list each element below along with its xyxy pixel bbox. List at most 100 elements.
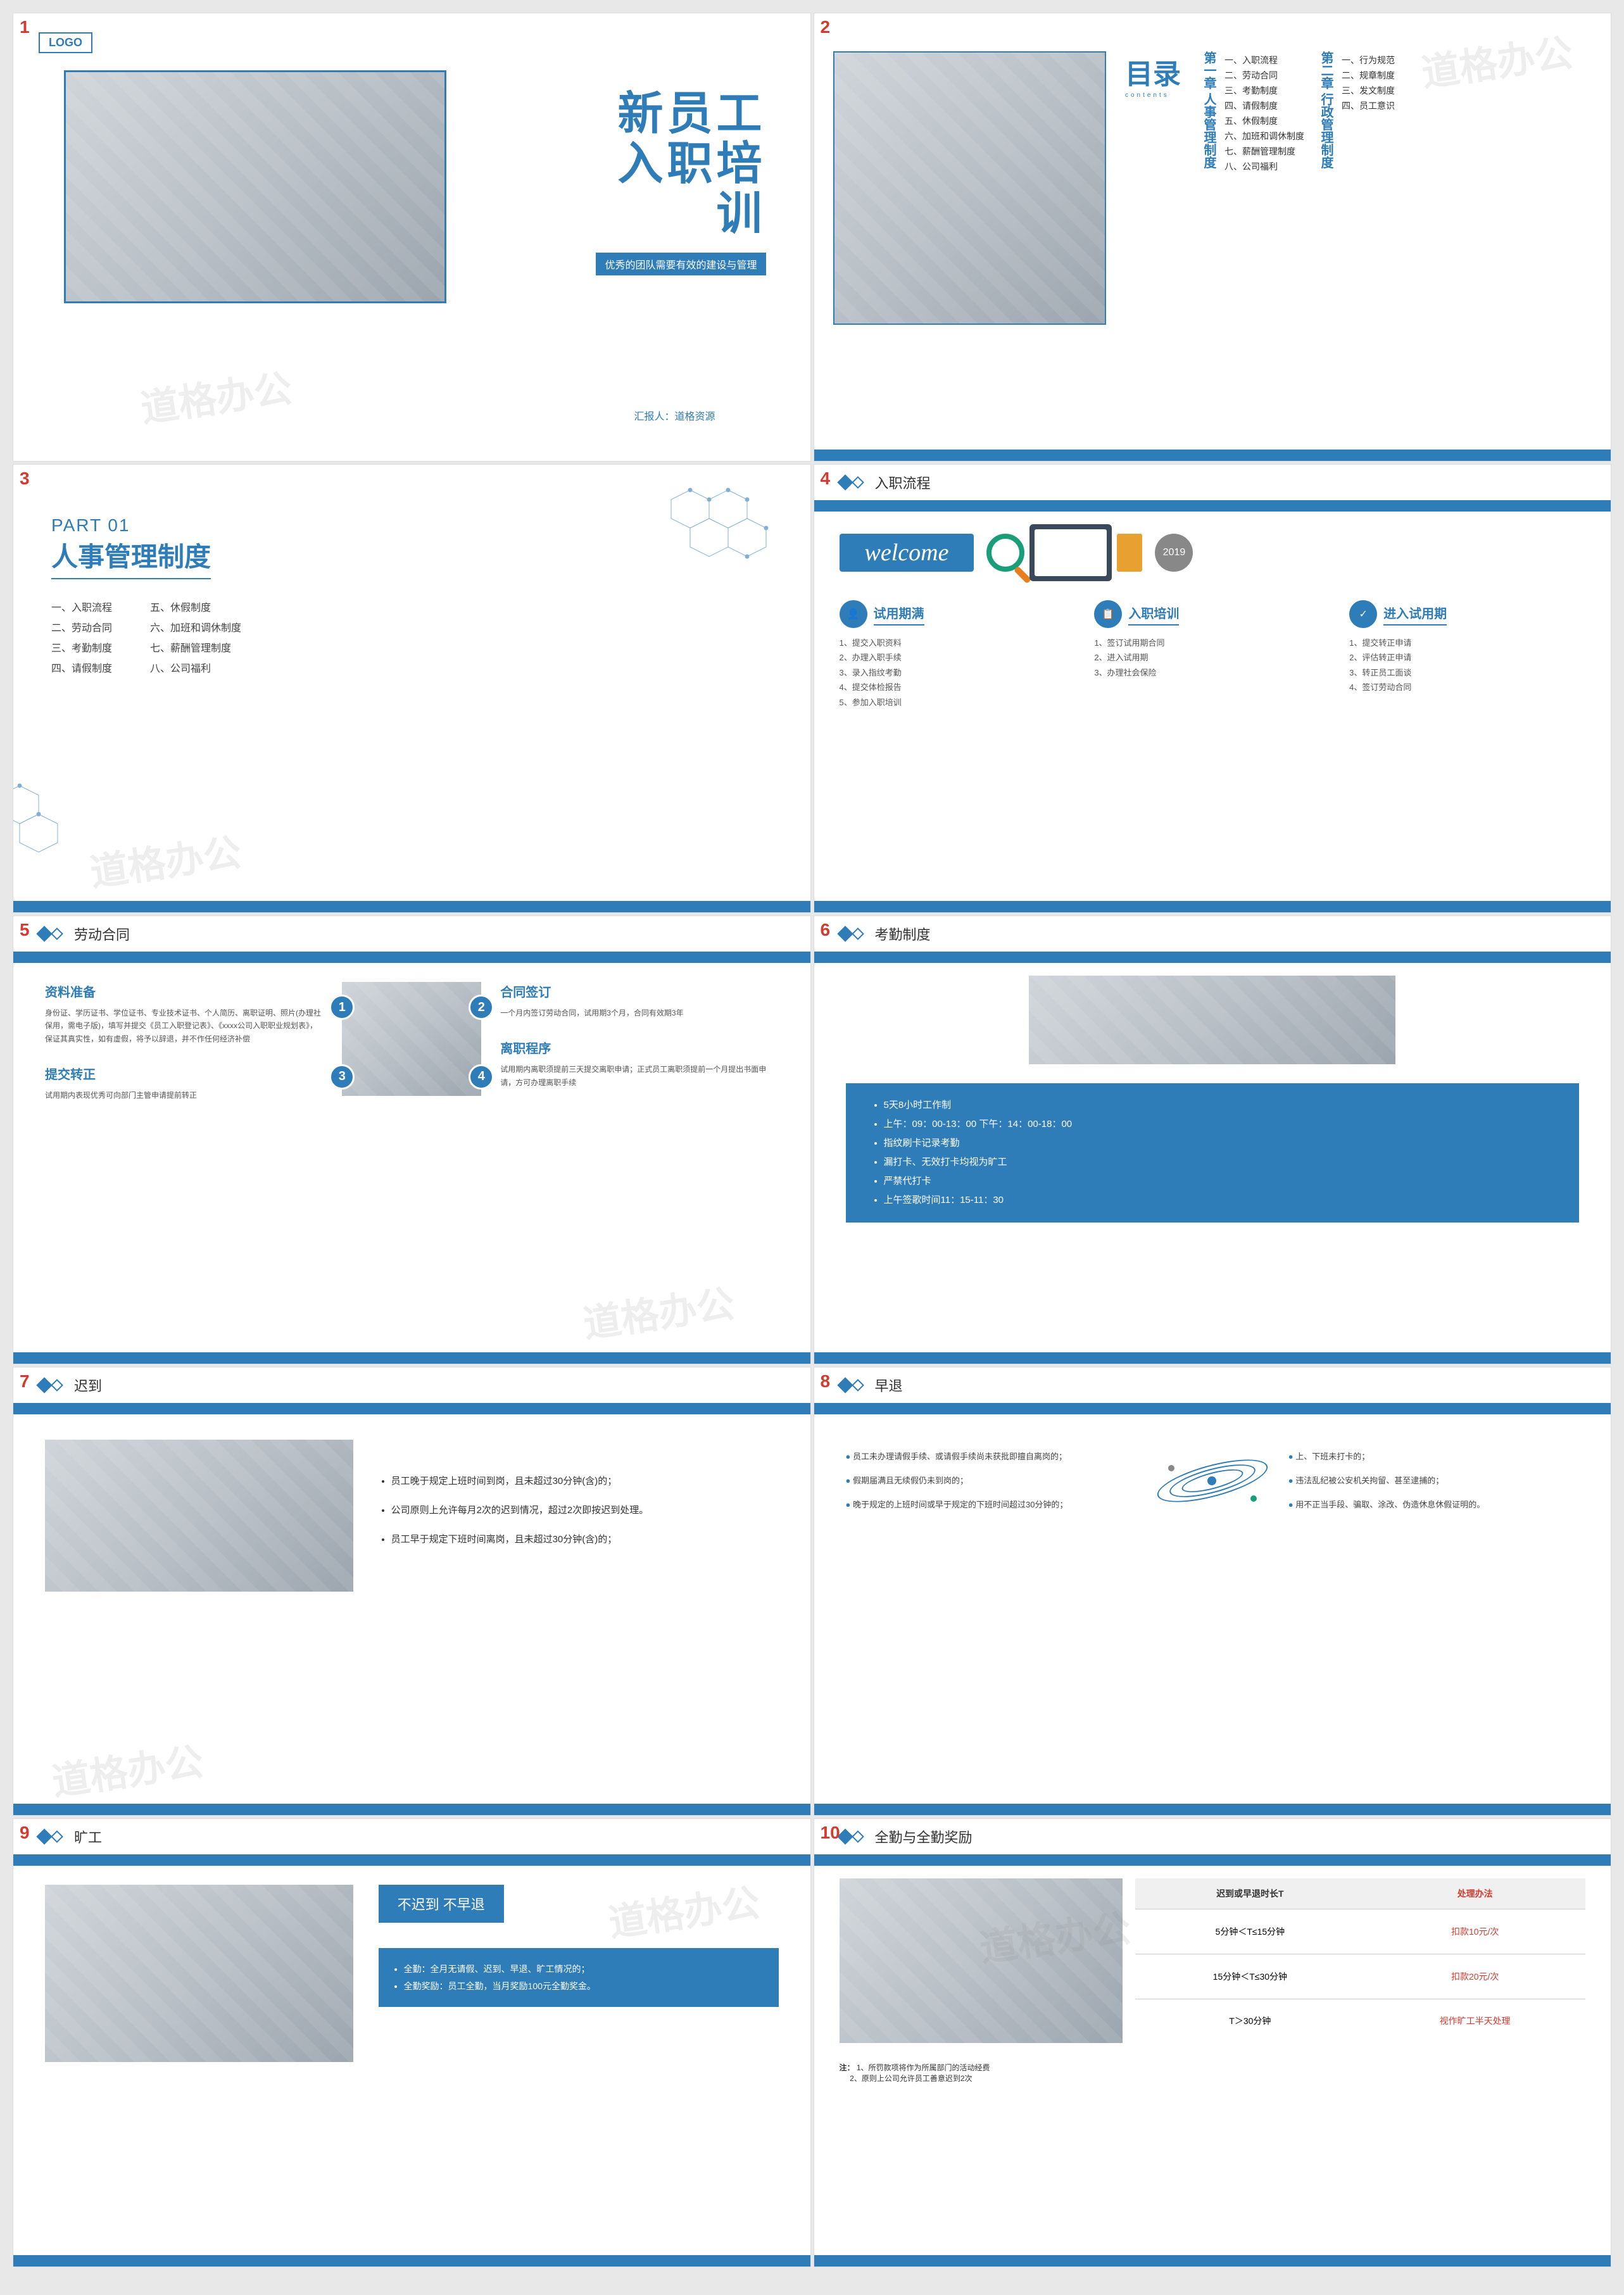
hero-image [64, 70, 446, 303]
block1-text: 身份证、学历证书、学位证书、专业技术证书、个人简历、离职证明、照片(办理社保用，… [45, 1007, 323, 1045]
welcome-badge: welcome [840, 534, 974, 572]
divider-bar [13, 1854, 810, 1866]
slide-number: 8 [821, 1371, 831, 1392]
slide-4: 4 入职流程 welcome 2019 👤 试用期满 1、提交入职资料 [814, 464, 1612, 913]
watermark: 道格办公 [579, 1273, 738, 1349]
magnifier-icon [986, 534, 1024, 572]
slide-7: 7 迟到 员工晚于规定上班时间到岗，且未超过30分钟(含)的； 公司原则上允许每… [13, 1367, 811, 1816]
diamond-outline-icon [51, 1830, 63, 1843]
section-title: 迟到 [74, 1375, 102, 1395]
late-rules: 员工晚于规定上班时间到岗，且未超过30分钟(含)的； 公司原则上允许每月2次的迟… [379, 1472, 779, 1559]
title-line1: 新员工 [596, 89, 765, 139]
year-badge: 2019 [1155, 534, 1193, 572]
logo-badge: LOGO [39, 32, 92, 53]
watermark: 道格办公 [48, 1731, 206, 1807]
col-icon: ✓ [1349, 600, 1377, 628]
section-title: 全勤与全勤奖励 [875, 1827, 973, 1847]
attendance-rules: 全勤：全月无请假、迟到、早退、旷工情况的； 全勤奖励：员工全勤，当月奖励100元… [379, 1948, 779, 2007]
toc-subtitle: contents [1125, 92, 1181, 99]
footer-bar [814, 1804, 1611, 1815]
footer-bar [13, 2255, 810, 2267]
diamond-outline-icon [852, 927, 864, 940]
diamond-icon [837, 1377, 853, 1393]
penalty-table: 迟到或早退时长T 处理办法 5分钟＜T≤15分钟扣款10元/次 15分钟＜T≤3… [1135, 1878, 1585, 2043]
block2-heading: 提交转正 [45, 1064, 323, 1083]
slide-number: 6 [821, 920, 831, 940]
number-badge-4: 4 [469, 1064, 494, 1090]
center-image [342, 982, 481, 1096]
slide-10: 10 全勤与全勤奖励 迟到或早退时长T 处理办法 5分钟＜T≤15分钟扣款10元… [814, 1818, 1612, 2267]
process-col-1: 👤 试用期满 1、提交入职资料 2、办理入职手续 3、录入指纹考勤 4、提交体检… [840, 600, 1076, 710]
right-items: 上、下班未打卡的； 违法乱纪被公安机关拘留、甚至逮捕的； 用不正当手段、骗取、涂… [1288, 1445, 1579, 1517]
slide-number: 1 [20, 17, 30, 37]
divider-bar [814, 1403, 1611, 1414]
slide-5: 5 劳动合同 资料准备 身份证、学历证书、学位证书、专业技术证书、个人简历、离职… [13, 915, 811, 1364]
clock-image [45, 1885, 353, 2062]
number-badge-2: 2 [469, 995, 494, 1020]
block4-text: 试用期内离职须提前三天提交离职申请；正式员工离职须提前一个月提出书面申请，方可办… [500, 1063, 778, 1089]
slide-2: 2 目录 contents 第一章 人事管理制度 一、入职流程 二、劳动合同 三… [814, 13, 1612, 462]
left-items: 员工未办理请假手续、或请假手续尚未获批即擅自离岗的； 假期届满且无续假仍未到岗的… [846, 1445, 1136, 1517]
chapter1-items: 一、入职流程 二、劳动合同 三、考勤制度 四、请假制度 五、休假制度 六、加班和… [1224, 51, 1304, 442]
diamond-outline-icon [51, 1379, 63, 1392]
slide-number: 5 [20, 920, 30, 940]
block4-heading: 离职程序 [500, 1038, 778, 1057]
diamond-outline-icon [51, 927, 63, 940]
slide-number: 9 [20, 1823, 30, 1843]
footer-bar [13, 901, 810, 912]
chapter1-label: 第一章 人事管理制度 [1200, 51, 1218, 442]
process-col-3: ✓ 进入试用期 1、提交转正申请 2、评估转正申请 3、转正员工面谈 4、签订劳… [1349, 600, 1585, 710]
footer-bar [13, 1804, 810, 1815]
divider-bar [13, 1403, 810, 1414]
block1-heading: 资料准备 [45, 982, 323, 1000]
slide-3: 3 PART 01 人事管理制度 一、入职流程 二、劳动合同 三、考勤制度 四、… [13, 464, 811, 913]
office-image [1029, 976, 1395, 1064]
section-title: 入职流程 [875, 472, 931, 493]
block3-heading: 合同签订 [500, 982, 778, 1000]
table-row: 15分钟＜T≤30分钟扣款20元/次 [1135, 1954, 1585, 1999]
diamond-icon [36, 1828, 52, 1844]
section-title: 早退 [875, 1375, 903, 1395]
table-header-1: 迟到或早退时长T [1135, 1878, 1364, 1909]
diamond-outline-icon [852, 1379, 864, 1392]
col-icon: 📋 [1094, 600, 1122, 628]
slide-number: 10 [821, 1823, 840, 1843]
diamond-icon [36, 926, 52, 941]
diamond-icon [36, 1377, 52, 1393]
slide-8: 8 早退 员工未办理请假手续、或请假手续尚未获批即擅自离岗的； 假期届满且无续假… [814, 1367, 1612, 1816]
chapter2-label: 第二章 行政管理制度 [1317, 51, 1335, 442]
items-col2: 五、休假制度 六、加班和调休制度 七、薪酬管理制度 八、公司福利 [150, 598, 241, 679]
slide-6: 6 考勤制度 5天8小时工作制 上午：09：00-13：00 下午：14：00-… [814, 915, 1612, 1364]
chapter2-items: 一、行为规范 二、规章制度 三、发文制度 四、员工意识 [1342, 51, 1395, 442]
orbit-graphic [1155, 1440, 1269, 1522]
slide-number: 7 [20, 1371, 30, 1392]
footer-bar [814, 1352, 1611, 1364]
title-block: 新员工 入职培 训 优秀的团队需要有效的建设与管理 [596, 89, 765, 275]
divider-bar [13, 952, 810, 963]
slide-number: 4 [821, 468, 831, 489]
title-line2: 入职培 [596, 139, 765, 189]
diamond-icon [837, 926, 853, 941]
rules-list: 5天8小时工作制 上午：09：00-13：00 下午：14：00-18：00 指… [846, 1083, 1580, 1223]
col-icon: 👤 [840, 600, 867, 628]
divider-bar [814, 500, 1611, 512]
items-col1: 一、入职流程 二、劳动合同 三、考勤制度 四、请假制度 [51, 598, 112, 679]
table-row: T＞30分钟视作旷工半天处理 [1135, 1999, 1585, 2043]
laptop-icon [1029, 524, 1112, 581]
section-title: 考勤制度 [875, 924, 931, 944]
section-title: 劳动合同 [74, 924, 130, 944]
footnote: 注： 1、所罚款项将作为所属部门的活动经费 2、原则上公司允许员工善意迟到2次 [814, 2056, 1611, 2090]
slide-9: 9 旷工 不迟到 不早退 全勤：全月无请假、迟到、早退、旷工情况的； 全勤奖励：… [13, 1818, 811, 2267]
slogan-badge: 不迟到 不早退 [379, 1885, 504, 1923]
slide-1: 1 LOGO 新员工 入职培 训 优秀的团队需要有效的建设与管理 汇报人：道格资… [13, 13, 811, 462]
part-title: 人事管理制度 [51, 536, 211, 579]
clipboard-icon [1117, 534, 1142, 572]
footer-bar [814, 901, 1611, 912]
divider-bar [814, 952, 1611, 963]
footer-bar [814, 2255, 1611, 2267]
table-header-2: 处理办法 [1364, 1878, 1585, 1909]
toc-title-block: 目录 contents [1125, 51, 1181, 442]
footer-bar [13, 1352, 810, 1364]
desk-image [45, 1440, 353, 1592]
diamond-outline-icon [852, 1830, 864, 1843]
